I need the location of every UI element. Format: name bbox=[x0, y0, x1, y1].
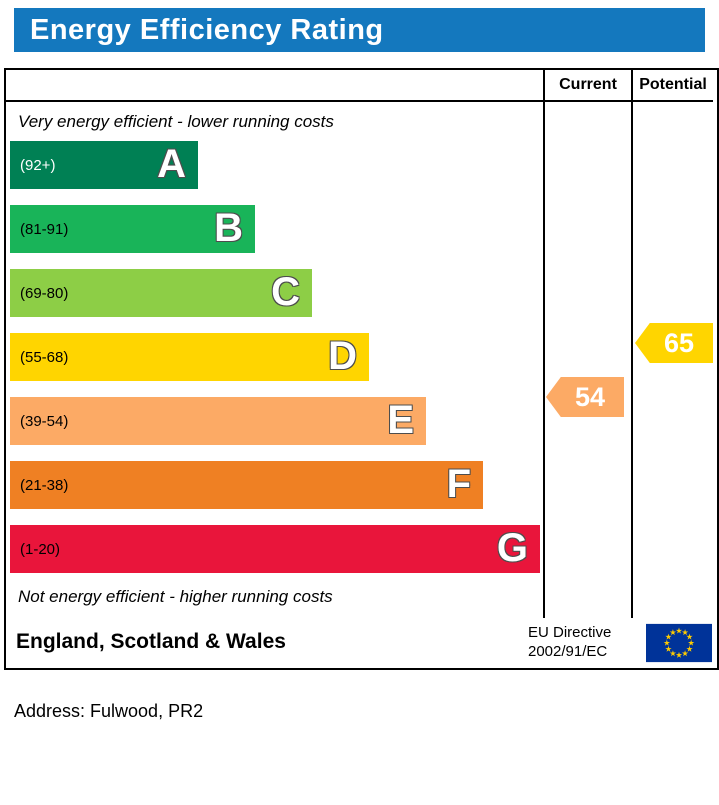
title-bar: Energy Efficiency Rating bbox=[14, 8, 705, 52]
band-a-range: (92+) bbox=[20, 156, 56, 174]
band-g-letter: G bbox=[496, 526, 528, 570]
eu-flag-icon bbox=[646, 623, 712, 663]
band-e: (39-54) E bbox=[10, 397, 426, 445]
footer: England, Scotland & Wales EU Directive 2… bbox=[4, 620, 719, 670]
top-note: Very energy efficient - lower running co… bbox=[18, 112, 334, 131]
band-g-range: (1-20) bbox=[20, 540, 61, 558]
bottom-note: Not energy efficient - higher running co… bbox=[18, 587, 333, 606]
eu-directive-line2: 2002/91/EC bbox=[528, 643, 608, 660]
band-d: (55-68) D bbox=[10, 333, 369, 381]
current-rating-value: 54 bbox=[574, 381, 606, 412]
band-c: (69-80) C bbox=[10, 269, 312, 317]
band-e-range: (39-54) bbox=[20, 412, 69, 430]
band-b: (81-91) B bbox=[10, 205, 255, 253]
band-d-letter: D bbox=[328, 334, 357, 378]
address-text: Address: Fulwood, PR2 bbox=[14, 701, 204, 721]
band-b-range: (81-91) bbox=[20, 220, 69, 238]
band-g: (1-20) G bbox=[10, 525, 540, 573]
band-f: (21-38) F bbox=[10, 461, 483, 509]
current-rating-pointer: 54 bbox=[546, 377, 624, 417]
potential-column-header: Potential bbox=[639, 76, 707, 93]
band-a-letter: A bbox=[157, 142, 186, 186]
band-b-letter: B bbox=[214, 206, 243, 250]
band-a: (92+) A bbox=[10, 141, 198, 189]
potential-column bbox=[631, 70, 715, 618]
band-d-range: (55-68) bbox=[20, 348, 69, 366]
page-title: Energy Efficiency Rating bbox=[30, 13, 384, 46]
eu-directive-line1: EU Directive bbox=[528, 624, 612, 641]
potential-rating-pointer: 65 bbox=[635, 323, 713, 363]
table-header-row bbox=[6, 70, 713, 102]
energy-rating-chart: Current Potential Very energy efficient … bbox=[4, 68, 719, 624]
band-e-letter: E bbox=[387, 398, 414, 442]
band-c-letter: C bbox=[271, 270, 300, 314]
band-c-range: (69-80) bbox=[20, 284, 69, 302]
band-f-letter: F bbox=[446, 462, 471, 506]
eu-directive-label: EU Directive 2002/91/EC bbox=[528, 623, 611, 661]
region-label: England, Scotland & Wales bbox=[16, 630, 286, 653]
band-f-range: (21-38) bbox=[20, 476, 69, 494]
current-column bbox=[543, 70, 633, 618]
current-column-header: Current bbox=[559, 76, 617, 93]
potential-rating-value: 65 bbox=[663, 327, 695, 358]
